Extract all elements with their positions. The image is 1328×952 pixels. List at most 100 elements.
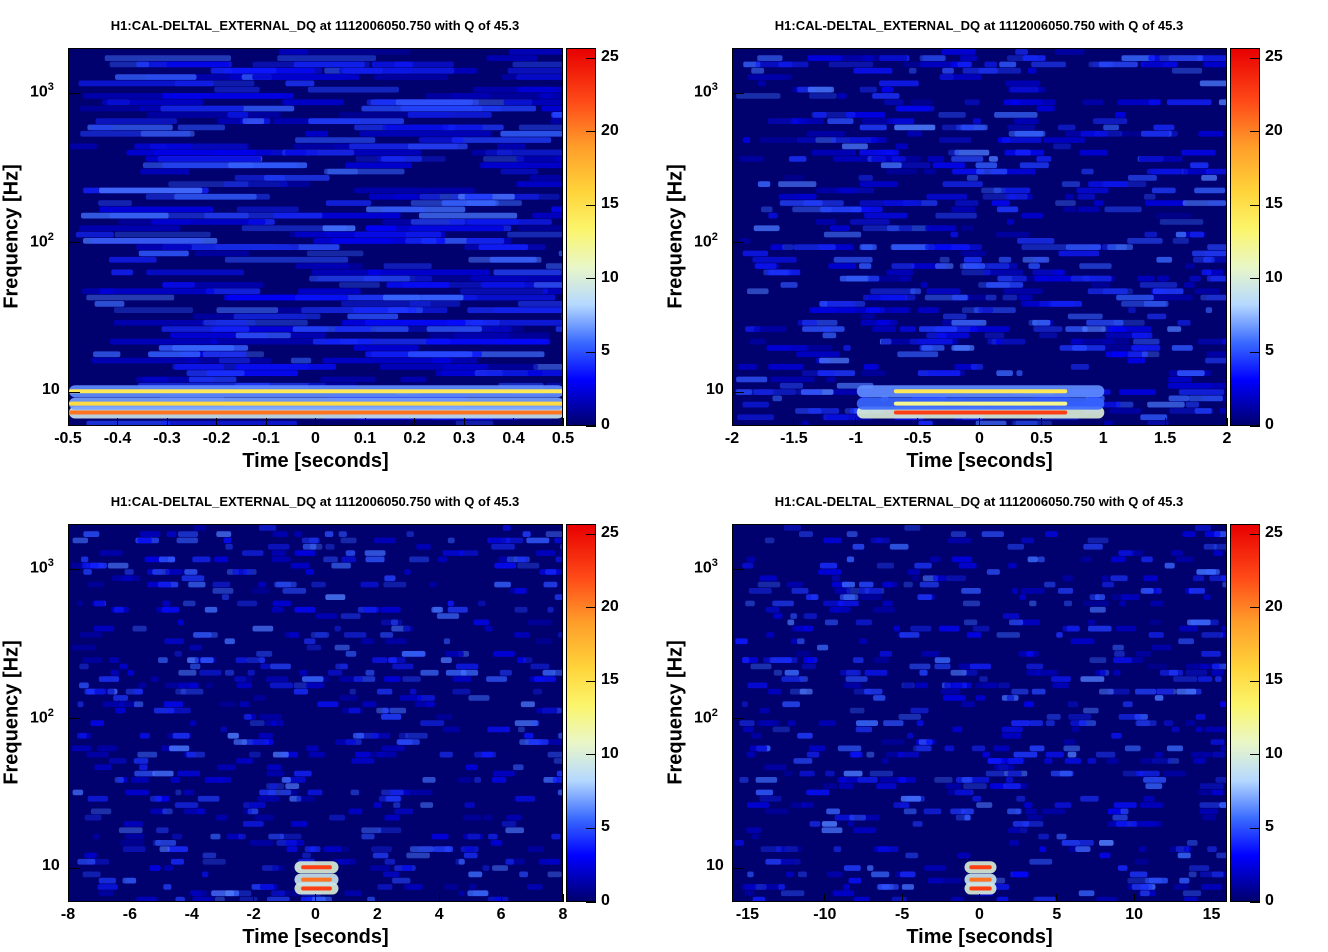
noise-streak [742, 562, 754, 569]
noise-streak [1160, 669, 1184, 676]
x-axis-title: Time [seconds] [242, 450, 389, 472]
noise-streak [463, 852, 478, 859]
noise-streak [447, 600, 454, 607]
noise-streak [933, 575, 946, 582]
noise-streak [233, 313, 321, 320]
noise-streak [952, 726, 963, 733]
noise-streak [331, 562, 351, 569]
colorbar-tick-mark [1250, 131, 1260, 133]
noise-streak [451, 137, 552, 143]
noise-streak [753, 389, 797, 395]
noise-streak [858, 175, 873, 181]
noise-streak [1056, 632, 1063, 638]
noise-streak [152, 770, 174, 777]
noise-streak [140, 168, 190, 175]
x-tick-label: -2 [246, 906, 261, 923]
x-tick-mark [855, 418, 857, 426]
noise-streak [324, 531, 334, 537]
noise-streak [113, 319, 203, 326]
noise-streak [958, 562, 977, 569]
noise-streak [163, 884, 172, 890]
noise-streak [518, 225, 562, 232]
noise-streak [494, 562, 517, 569]
noise-streak [148, 351, 201, 358]
noise-streak [1172, 67, 1203, 74]
noise-streak [846, 556, 855, 563]
noise-streak [1147, 663, 1168, 670]
noise-streak [1201, 884, 1223, 890]
noise-streak [871, 156, 901, 162]
noise-streak [827, 118, 854, 124]
noise-streak [803, 625, 813, 632]
noise-streak [820, 206, 862, 213]
noise-streak [516, 156, 562, 162]
noise-streak [950, 669, 967, 676]
noise-streak [140, 105, 244, 112]
noise-streak [259, 789, 276, 796]
noise-streak [491, 777, 507, 783]
noise-streak [1157, 275, 1169, 282]
noise-streak [1003, 288, 1043, 295]
noise-streak [950, 61, 972, 68]
x-tick-label: 0 [311, 906, 320, 923]
noise-streak [407, 112, 492, 118]
noise-streak [1003, 187, 1031, 194]
noise-streak [79, 682, 89, 689]
noise-streak [253, 695, 266, 701]
colorbar-tick-label: 25 [1265, 524, 1283, 541]
noise-streak [214, 896, 225, 901]
noise-streak [888, 307, 911, 313]
noise-streak [960, 225, 974, 232]
y-tick-label: 10 [706, 856, 724, 874]
noise-streak [368, 269, 491, 276]
noise-streak [759, 795, 782, 802]
noise-streak [765, 858, 782, 865]
noise-streak [957, 852, 971, 859]
noise-streak [1144, 231, 1158, 238]
x-tick-label: -1 [848, 430, 863, 447]
noise-streak [186, 751, 206, 758]
noise-streak [467, 890, 488, 897]
noise-streak [83, 531, 100, 537]
noise-streak [281, 777, 291, 783]
noise-streak [1007, 124, 1036, 131]
colorbar-tick-mark [1250, 204, 1260, 206]
noise-streak [295, 137, 376, 143]
noise-streak [514, 588, 527, 594]
x-tick-label: 8 [558, 906, 568, 923]
noise-streak [1212, 382, 1226, 389]
noise-streak [1212, 663, 1221, 670]
noise-streak [505, 827, 524, 834]
noise-streak [553, 669, 562, 676]
noise-streak [1192, 250, 1226, 257]
noise-streak [302, 852, 311, 859]
colorbar-tick-label: 0 [1265, 416, 1274, 433]
noise-streak [536, 550, 556, 556]
noise-streak [514, 606, 528, 613]
colorbar-tick-label: 10 [1265, 744, 1283, 762]
noise-streak [929, 556, 941, 563]
noise-streak [1113, 319, 1145, 326]
noise-streak [123, 821, 143, 827]
noise-streak [242, 550, 264, 556]
plot-title: H1:CAL-DELTAL_EXTERNAL_DQ at 1112006050.… [774, 18, 1184, 33]
noise-streak [1108, 821, 1128, 827]
noise-streak [394, 808, 414, 815]
colorbar-tick-label: 25 [601, 48, 619, 65]
noise-streak [1098, 61, 1138, 68]
noise-streak [335, 326, 372, 332]
noise-streak [184, 569, 198, 575]
noise-streak [174, 364, 224, 370]
noise-streak [1007, 808, 1021, 815]
noise-streak [1188, 395, 1223, 402]
colorbar-tick-label: 20 [1265, 121, 1283, 139]
noise-streak [124, 569, 134, 575]
noise-streak [1071, 726, 1080, 733]
noise-streak [764, 537, 775, 544]
noise-streak [1182, 890, 1202, 897]
noise-streak [940, 688, 961, 695]
noise-streak [214, 556, 229, 563]
noise-streak [923, 168, 936, 175]
noise-streak [802, 420, 809, 425]
noise-streak [752, 833, 759, 840]
